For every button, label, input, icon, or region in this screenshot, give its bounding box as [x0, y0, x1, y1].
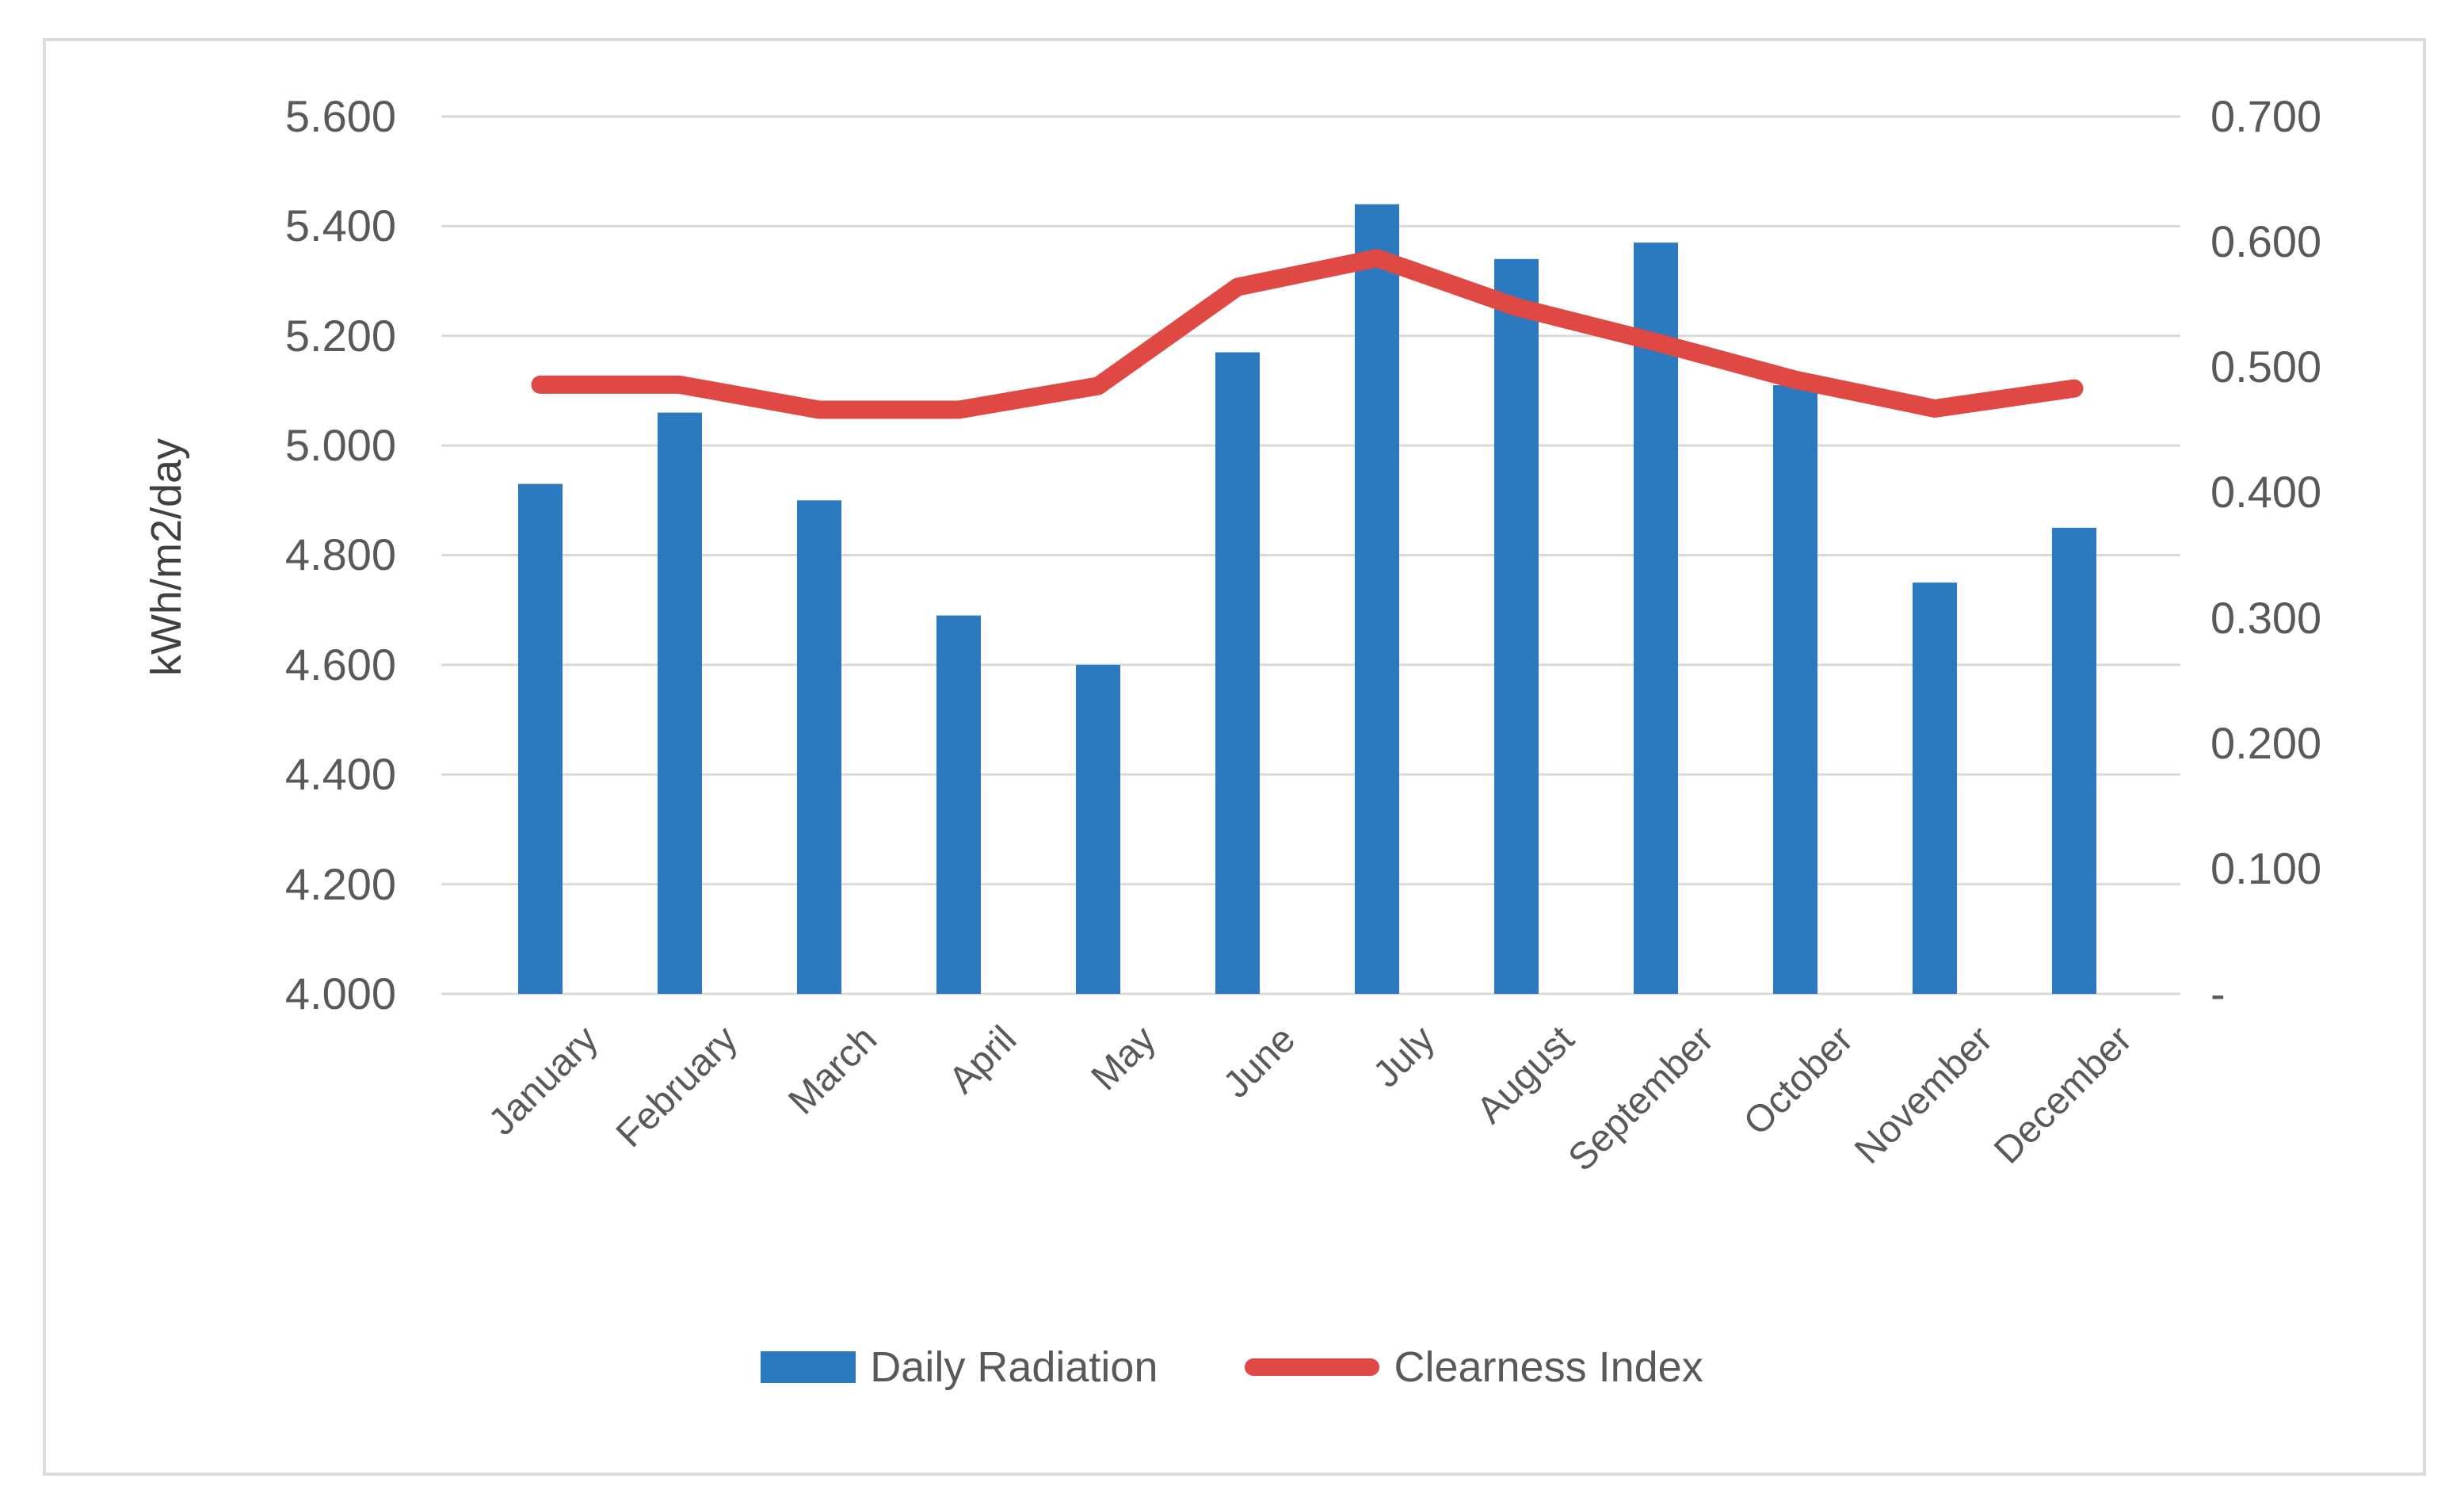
clearness-index-swatch-icon	[1245, 1358, 1380, 1376]
left-tick-5000: 5.000	[284, 420, 396, 470]
right-tick-0200: 0.200	[2210, 718, 2322, 768]
right-tick-0500: 0.500	[2210, 342, 2322, 392]
left-axis-title: kWh/m2/day	[143, 437, 190, 677]
left-tick-5200: 5.200	[284, 311, 396, 361]
bar-july	[1355, 204, 1399, 994]
bar-april	[936, 615, 981, 994]
bar-november	[1913, 583, 1957, 994]
left-tick-5400: 5.400	[284, 201, 396, 250]
right-tick-0600: 0.600	[2210, 216, 2322, 266]
bar-june	[1215, 352, 1260, 995]
bar-october	[1773, 385, 1817, 994]
daily-radiation-swatch-icon	[761, 1351, 856, 1383]
right-tick-0700: 0.700	[2210, 91, 2322, 141]
bar-september	[1634, 243, 1678, 995]
right-tick-0300: 0.300	[2210, 593, 2322, 643]
right-tick-0100: 0.100	[2210, 843, 2322, 893]
left-tick-4200: 4.200	[284, 859, 396, 909]
bar-february	[658, 412, 702, 994]
bar-may	[1076, 664, 1120, 994]
bar-december	[2052, 527, 2096, 994]
right-tick-zero: -	[2210, 968, 2226, 1018]
bar-august	[1494, 258, 1539, 994]
legend-label-clearness-index: Clearness Index	[1394, 1343, 1703, 1391]
clearness-index-line	[531, 249, 2084, 419]
bar-march	[797, 500, 841, 994]
left-tick-5600: 5.600	[284, 91, 396, 141]
left-tick-4400: 4.400	[284, 749, 396, 799]
legend-label-daily-radiation: Daily Radiation	[870, 1343, 1158, 1391]
right-tick-0400: 0.400	[2210, 467, 2322, 517]
legend-item-daily-radiation: Daily Radiation	[761, 1341, 1158, 1393]
legend-item-clearness-index: Clearness Index	[1245, 1341, 1703, 1393]
legend: Daily Radiation Clearness Index	[0, 1341, 2464, 1393]
left-tick-4800: 4.800	[284, 529, 396, 579]
left-tick-4000: 4.000	[284, 968, 396, 1018]
left-tick-4600: 4.600	[284, 640, 396, 690]
bar-january	[518, 483, 563, 994]
